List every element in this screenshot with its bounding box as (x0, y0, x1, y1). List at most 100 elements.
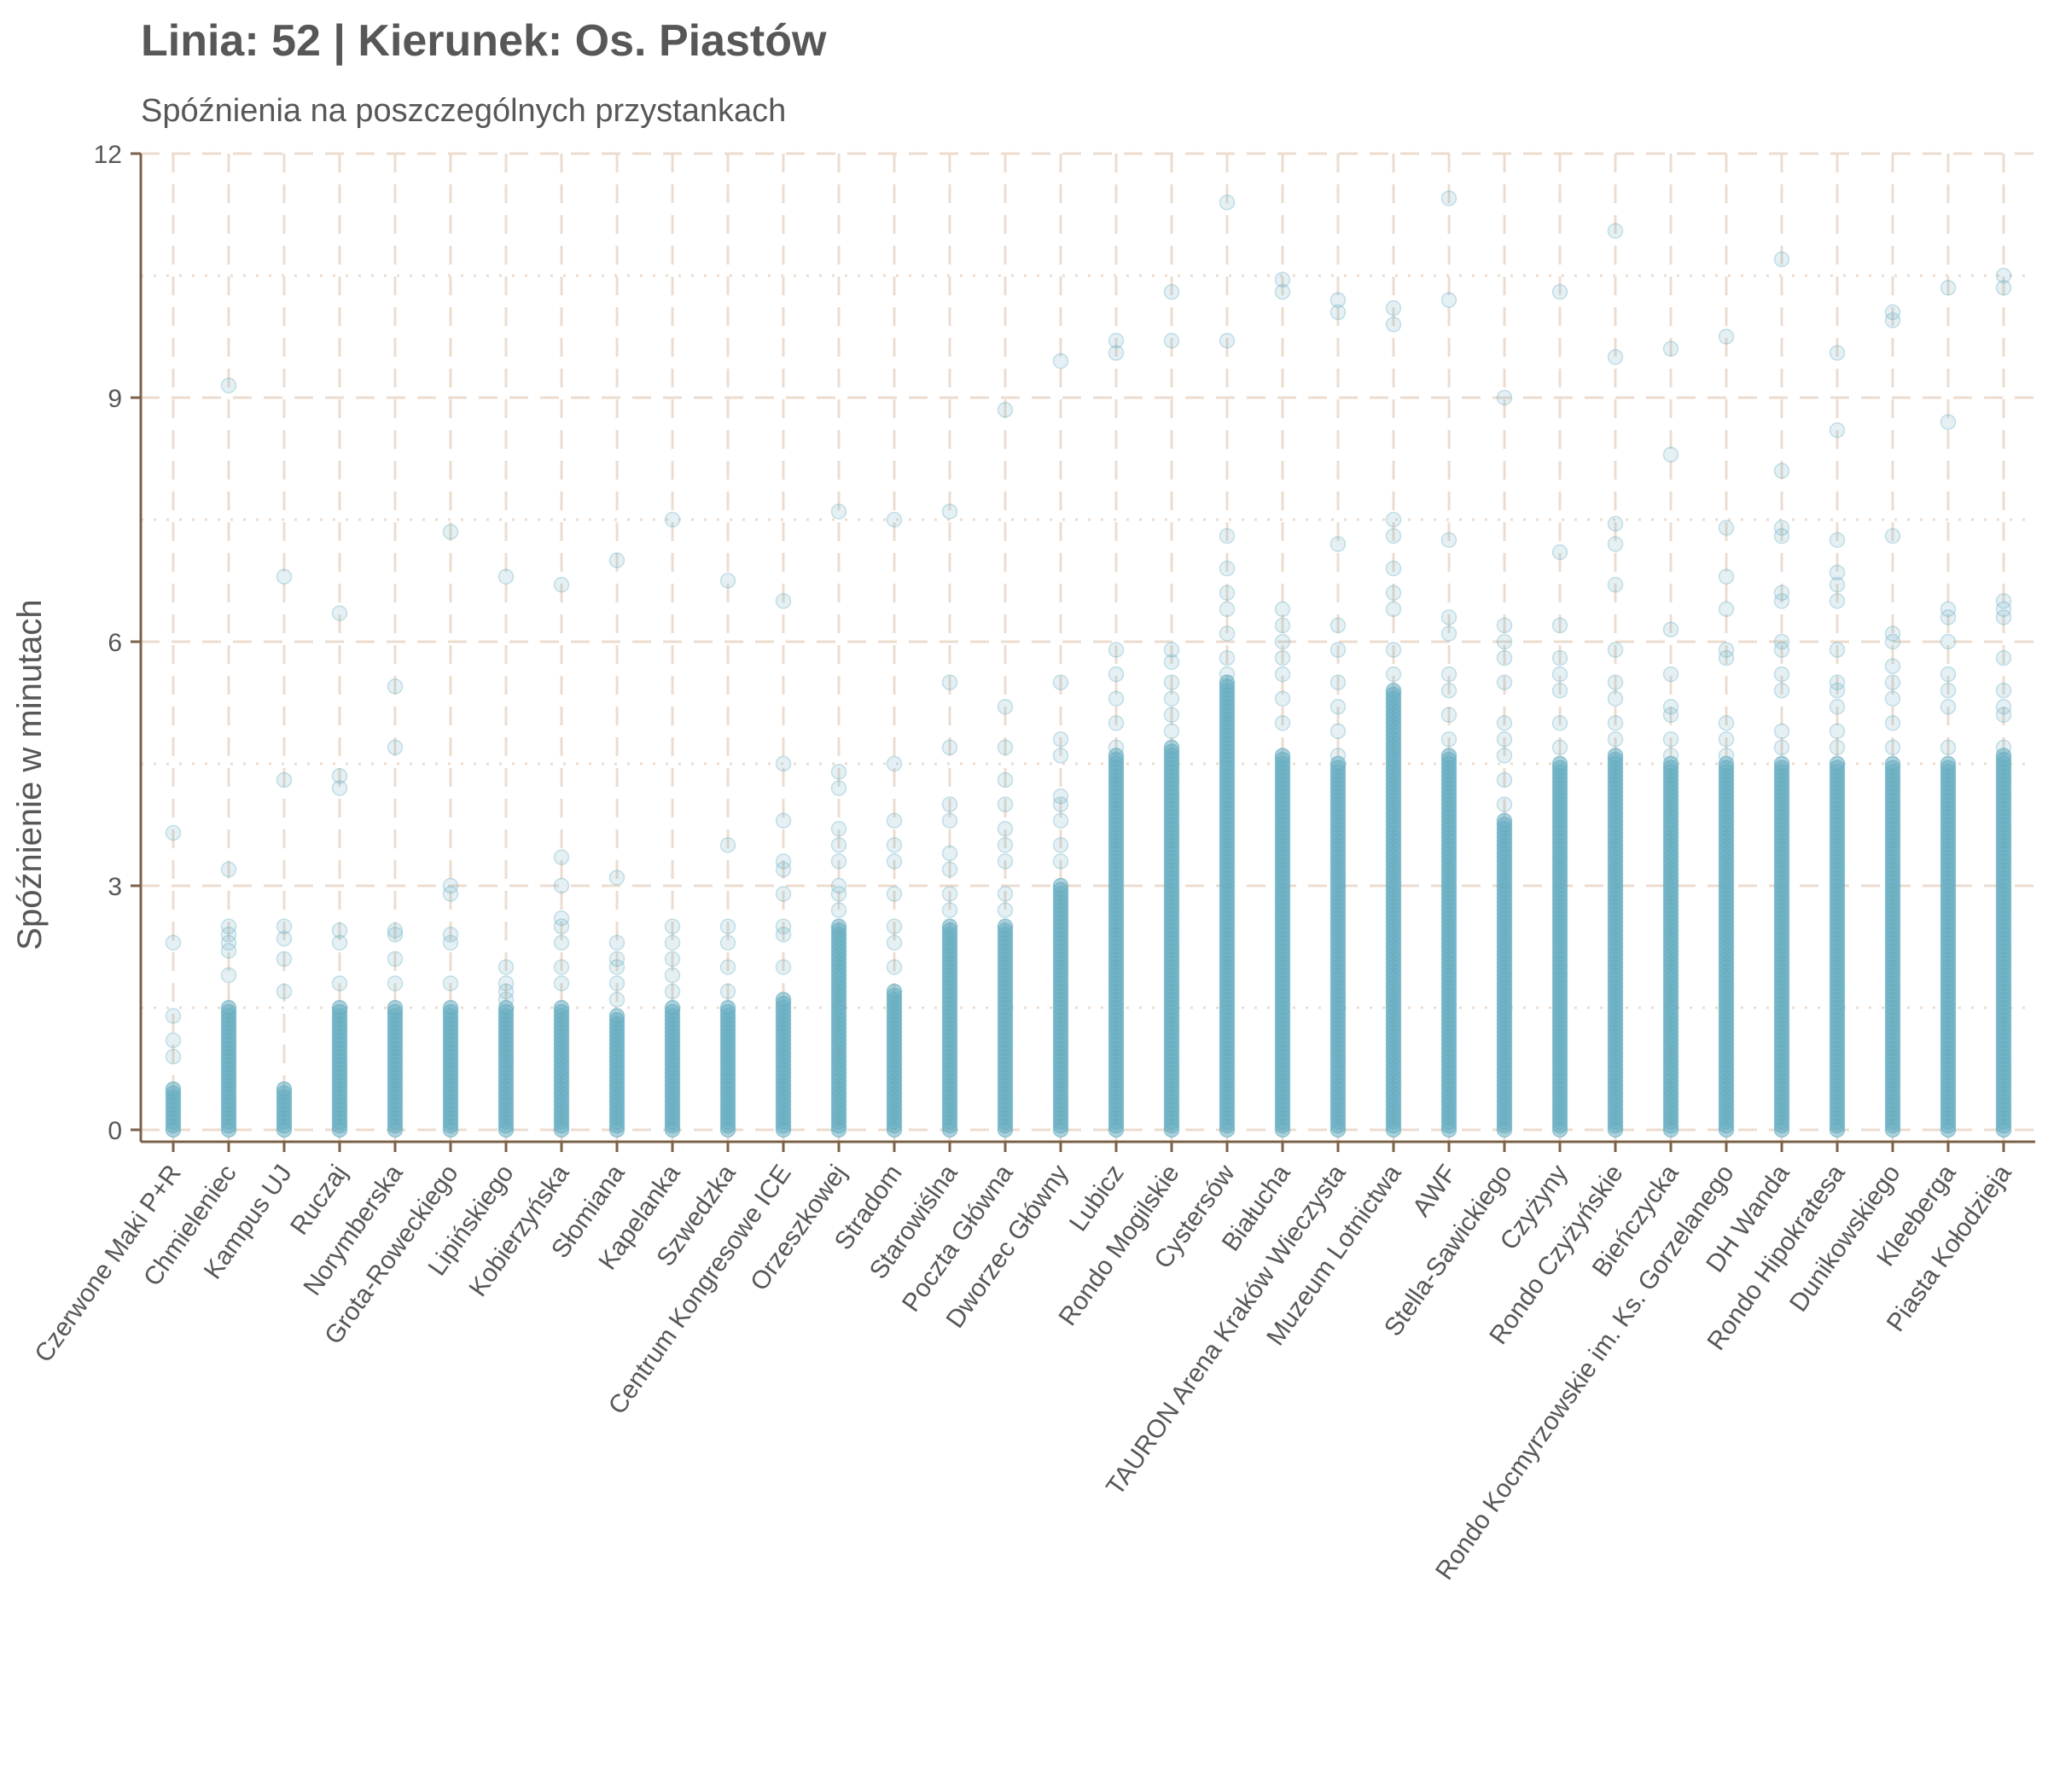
data-point (941, 918, 958, 934)
data-point (553, 877, 570, 894)
data-point (276, 568, 293, 585)
data-point (1884, 674, 1901, 690)
data-point (719, 959, 736, 975)
data-point (1551, 666, 1568, 683)
data-point (1385, 682, 1402, 699)
data-point (997, 918, 1014, 934)
data-point (1829, 564, 1846, 581)
point-column (1662, 340, 1679, 1138)
data-point (497, 992, 515, 1008)
data-point (1440, 532, 1457, 549)
data-point (1551, 617, 1568, 634)
data-point (1052, 812, 1069, 829)
data-point (775, 886, 792, 902)
data-point (165, 824, 182, 841)
data-point (442, 524, 459, 540)
data-point (1607, 642, 1624, 658)
point-column (1108, 333, 1125, 1138)
data-point (1995, 280, 2012, 296)
data-point (1219, 560, 1236, 577)
data-point (1163, 707, 1180, 724)
point-column (1440, 190, 1457, 1138)
data-point (1329, 699, 1347, 715)
data-point (997, 853, 1014, 870)
data-point (775, 918, 792, 934)
data-point (1219, 649, 1236, 666)
point-column (1052, 352, 1069, 1138)
data-point (1773, 633, 1790, 650)
point-column (1718, 329, 1735, 1138)
data-point (775, 755, 792, 772)
data-point (1329, 617, 1347, 634)
data-point (997, 402, 1014, 418)
data-point (775, 926, 792, 943)
data-point (886, 511, 903, 528)
data-point (1052, 796, 1069, 812)
data-point (775, 959, 792, 975)
data-point (1496, 771, 1513, 788)
data-point (1829, 577, 1846, 593)
data-point (165, 1032, 182, 1049)
data-point (1163, 642, 1180, 658)
data-point (830, 821, 847, 837)
data-point (608, 992, 625, 1008)
data-point (1829, 642, 1846, 658)
data-point (1995, 739, 2012, 756)
point-column (220, 377, 237, 1138)
data-point (1662, 340, 1679, 358)
data-point (1329, 536, 1347, 552)
data-point (608, 552, 625, 568)
point-column (941, 503, 958, 1138)
data-point (830, 837, 847, 853)
data-point (387, 922, 404, 939)
data-point (1607, 577, 1624, 593)
data-point (1829, 723, 1846, 740)
data-point (1607, 690, 1624, 707)
point-column (1219, 194, 1236, 1138)
data-point (1607, 748, 1624, 764)
data-point (1607, 536, 1624, 552)
data-point (1995, 707, 2012, 724)
data-point (1662, 755, 1679, 772)
data-point (387, 975, 404, 992)
point-column (1385, 300, 1402, 1138)
point-column (1940, 280, 1957, 1138)
data-point (220, 377, 237, 393)
data-point (1108, 333, 1125, 349)
data-point (719, 918, 736, 934)
data-point (608, 959, 625, 975)
data-point (1773, 739, 1790, 756)
data-point (886, 886, 903, 902)
data-point (1219, 333, 1236, 349)
data-point (886, 934, 903, 951)
data-point (553, 577, 570, 593)
point-column (497, 568, 515, 1138)
data-point (1329, 748, 1347, 764)
data-point (1274, 748, 1291, 764)
data-point (276, 771, 293, 788)
data-point (1662, 699, 1679, 715)
data-point (553, 975, 570, 992)
point-column (608, 552, 625, 1138)
data-point (331, 922, 348, 939)
point-column (1995, 267, 2012, 1138)
data-point (442, 886, 459, 902)
data-point (553, 999, 570, 1016)
data-point (165, 1081, 182, 1097)
data-point (331, 605, 348, 621)
data-point (1718, 520, 1735, 536)
data-point (1829, 674, 1846, 690)
data-point (1773, 666, 1790, 683)
data-point (608, 870, 625, 886)
data-point (1884, 633, 1901, 650)
data-point (276, 983, 293, 1000)
data-point (664, 918, 681, 934)
data-point (997, 821, 1014, 837)
data-point (1551, 739, 1568, 756)
data-point (1662, 731, 1679, 748)
data-point (1995, 682, 2012, 699)
data-point (1496, 731, 1513, 748)
data-point (1884, 312, 1901, 329)
data-point (387, 951, 404, 968)
point-column (719, 573, 736, 1138)
